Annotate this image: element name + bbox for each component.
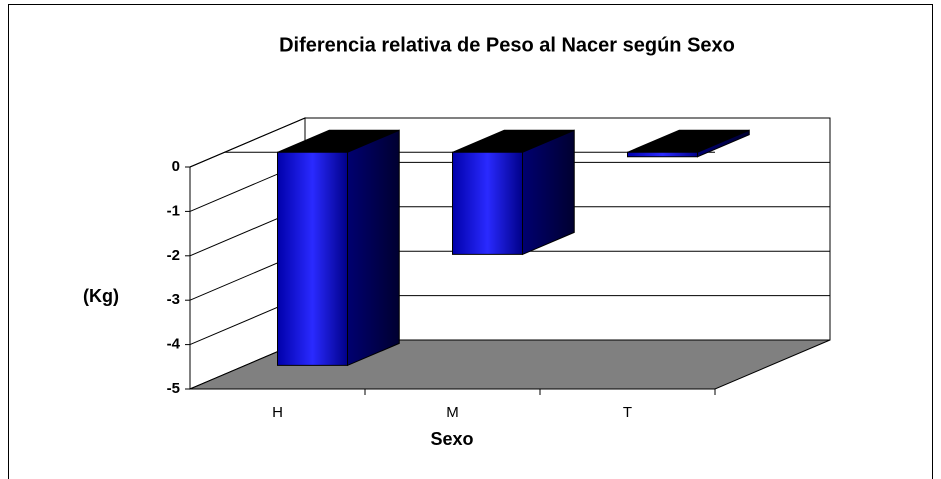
- x-tick-label: M: [446, 404, 459, 421]
- x-tick-label: H: [272, 404, 283, 421]
- y-axis-label: (Kg): [83, 286, 119, 306]
- y-tick-label: -2: [167, 247, 180, 264]
- bar-front: [452, 151, 523, 255]
- bar-side: [347, 129, 400, 367]
- bar: [277, 129, 400, 367]
- bar-side: [522, 129, 575, 256]
- bar: [452, 129, 575, 256]
- chart-title: Diferencia relativa de Peso al Nacer seg…: [279, 34, 735, 56]
- y-tick-label: -5: [167, 380, 180, 397]
- bar: [627, 129, 750, 158]
- bar-front: [277, 151, 348, 366]
- y-tick-label: -4: [167, 336, 181, 353]
- y-tick-label: 0: [172, 158, 180, 175]
- x-tick-label: T: [623, 404, 632, 421]
- grid-line: [189, 117, 306, 168]
- y-tick-label: -1: [167, 202, 180, 219]
- y-tick-label: -3: [167, 291, 180, 308]
- bar-front: [627, 151, 698, 158]
- x-axis-label: Sexo: [430, 429, 473, 449]
